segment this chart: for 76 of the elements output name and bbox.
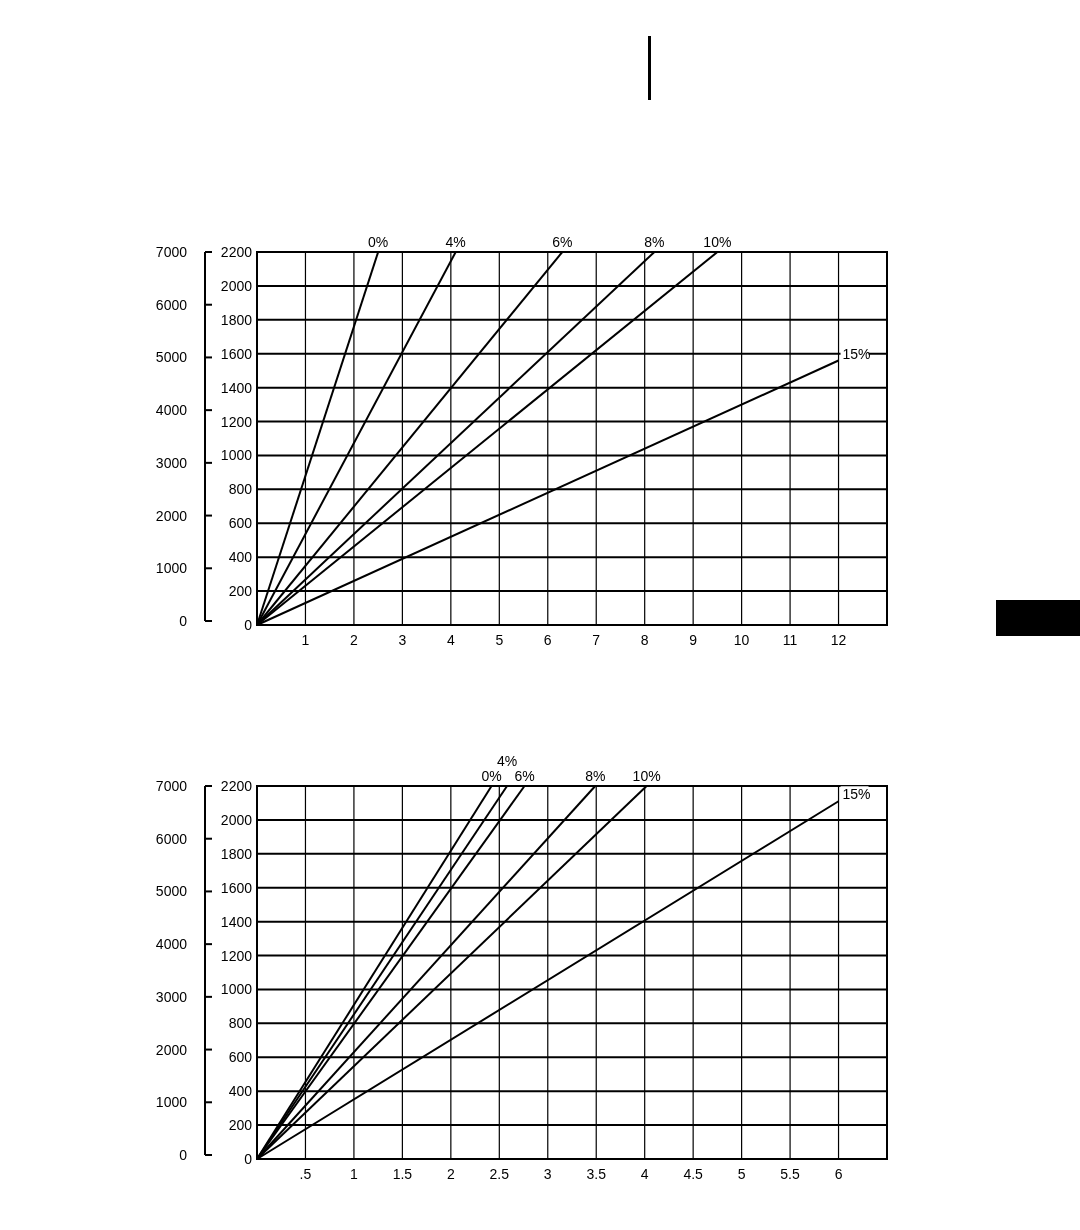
y-tick-label: 1600: [220, 345, 253, 362]
x-tick-label: 11: [782, 632, 798, 648]
y2-tick-label: 1000: [155, 560, 188, 577]
y2-tick-label: 7000: [155, 244, 188, 260]
series-label: 6%: [514, 768, 535, 784]
y-tick-label: 200: [228, 1117, 253, 1134]
y2-tick-label: 5000: [155, 349, 188, 366]
x-tick-label: 12: [830, 632, 847, 648]
y-tick-label: 2000: [220, 811, 253, 828]
y2-tick-label: 3000: [155, 988, 188, 1005]
y-tick-label: 1000: [220, 981, 253, 998]
y-tick-label: 2200: [220, 244, 253, 260]
y-tick-label: 0: [244, 617, 253, 633]
y-tick-label: 800: [228, 481, 253, 498]
y-tick-label: 1400: [220, 913, 253, 930]
y2-tick-label: 4000: [155, 402, 188, 419]
y-tick-label: 2200: [220, 778, 253, 794]
y-tick-label: 600: [228, 1049, 253, 1066]
series-label: 8%: [644, 234, 665, 250]
y2-tick-label: 2000: [155, 507, 188, 524]
x-tick-label: 5: [737, 1166, 746, 1182]
series-label: 15%: [842, 786, 871, 803]
series-label: 10%: [703, 234, 732, 250]
y-tick-label: 800: [228, 1015, 253, 1032]
series-label: 0%: [368, 234, 389, 250]
x-tick-label: 5: [495, 632, 504, 648]
y-tick-label: 1600: [220, 879, 253, 896]
x-tick-label: 7: [592, 632, 601, 648]
y2-tick-label: 0: [179, 613, 188, 629]
series-label: 15%: [842, 345, 871, 362]
x-tick-label: 1: [350, 1166, 359, 1182]
y-tick-label: 1200: [220, 947, 253, 964]
y-tick-label: 1400: [220, 379, 253, 396]
x-tick-label: 3: [543, 1166, 552, 1182]
y2-tick-label: 4000: [155, 936, 188, 953]
x-tick-label: 8: [640, 632, 649, 648]
y-tick-label: 1800: [220, 311, 253, 328]
x-tick-label: 1.5: [392, 1166, 413, 1182]
series-label: 6%: [552, 234, 573, 250]
y2-tick-label: 6000: [155, 830, 188, 847]
y-tick-label: 0: [244, 1151, 253, 1167]
x-tick-label: 1: [301, 632, 310, 648]
y-tick-label: 400: [228, 1083, 253, 1100]
series-label: 4%: [445, 234, 466, 250]
x-tick-label: 6: [543, 632, 552, 648]
y-tick-label: 400: [228, 549, 253, 566]
x-tick-label: .5: [299, 1166, 312, 1182]
y-tick-label: 600: [228, 515, 253, 532]
y-tick-label: 2000: [220, 277, 253, 294]
x-tick-label: 5.5: [780, 1166, 801, 1182]
y2-tick-label: 0: [179, 1147, 188, 1163]
y2-tick-label: 5000: [155, 883, 188, 900]
y-tick-label: 1000: [220, 447, 253, 464]
x-tick-label: 4: [446, 632, 455, 648]
y2-tick-label: 2000: [155, 1041, 188, 1058]
x-tick-label: 3: [398, 632, 407, 648]
x-tick-label: 2.5: [489, 1166, 510, 1182]
series-label: 8%: [585, 768, 606, 784]
x-tick-label: 2: [446, 1166, 455, 1182]
x-tick-label: 4: [640, 1166, 649, 1182]
series-label: 0%: [481, 768, 502, 784]
x-tick-label: 2: [350, 632, 359, 648]
x-tick-label: 9: [689, 632, 698, 648]
y-tick-label: 1800: [220, 845, 253, 862]
x-tick-label: 6: [834, 1166, 843, 1182]
y2-tick-label: 6000: [155, 296, 188, 313]
x-tick-label: 4.5: [683, 1166, 704, 1182]
y-tick-label: 200: [228, 583, 253, 600]
x-tick-label: 10: [733, 632, 750, 648]
y-tick-label: 1200: [220, 413, 253, 430]
x-tick-label: 3.5: [586, 1166, 607, 1182]
series-label: 10%: [632, 768, 661, 784]
series-label: 4%: [496, 753, 518, 769]
y2-tick-label: 3000: [155, 454, 188, 471]
y2-tick-label: 7000: [155, 778, 188, 794]
y2-tick-label: 1000: [155, 1094, 188, 1111]
